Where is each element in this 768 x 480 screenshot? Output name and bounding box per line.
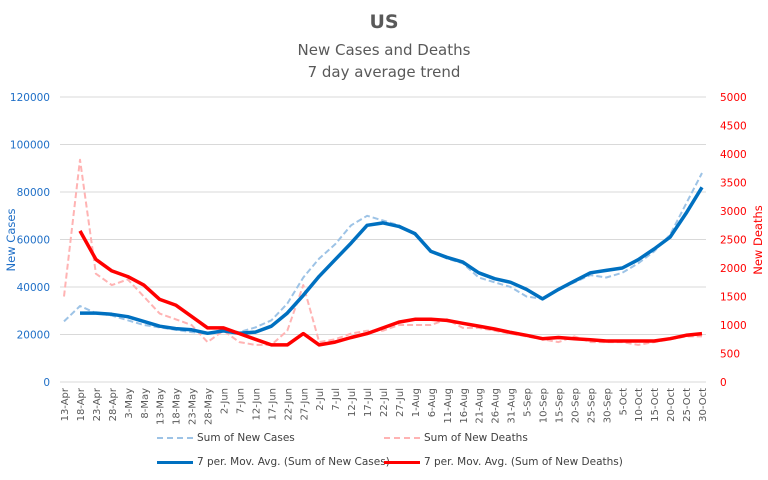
x-tick-label: 30-Sep [602,388,613,423]
x-tick-label: 20-Sep [570,388,581,423]
x-tick-label: 26-Aug [491,388,502,424]
x-tick-label: 23-Apr [92,387,103,421]
x-tick-label: 7-Jul [331,388,342,411]
legend-label-deaths-avg: 7 per. Mov. Avg. (Sum of New Deaths) [424,456,623,468]
x-tick-label: 13-Apr [60,387,71,421]
y2-tick-label: 2500 [720,235,747,247]
x-tick-label: 17-Jul [363,388,374,417]
x-tick-label: 6-Aug [427,388,438,417]
x-tick-label: 20-Oct [666,388,677,422]
y2-tick-label: 5000 [720,92,747,104]
y2-tick-label: 4000 [720,149,747,161]
chart-subtitle-1: New Cases and Deaths [297,41,471,59]
legend-swatch-cases-avg [157,460,193,464]
y2-tick-label: 1500 [720,292,747,304]
y-tick-label: 40000 [17,282,50,294]
y-tick-label: 120000 [10,92,50,104]
series-line-7-per-mov-avg-sum-of-new-cases [80,186,704,336]
x-tick-label: 10-Sep [539,388,550,423]
x-tick-label: 25-Sep [586,388,597,423]
x-tick-label: 13-May [156,388,167,425]
y-tick-label: 0 [43,377,50,389]
y2-tick-label: 4500 [720,121,747,133]
y-axis-right-ticks: 0 500 1000 1500 2000 2500 3000 3500 4000 4500 5000 [720,92,747,389]
y2-tick-label: 0 [720,377,727,389]
x-tick-label: 1-Aug [411,388,422,417]
y2-tick-label: 3000 [720,206,747,218]
x-tick-label: 27-Jul [395,388,406,417]
y-tick-label: 20000 [17,330,50,342]
y2-tick-label: 1000 [720,320,747,332]
x-tick-label: 25-Oct [682,388,693,422]
series-line-sum-of-new-deaths [63,158,702,346]
y-tick-label: 100000 [10,140,50,152]
x-tick-label: 18-May [172,388,183,425]
x-tick-label: 22-Jul [379,388,390,417]
legend-label-deaths: Sum of New Deaths [424,432,528,444]
series-line-7-per-mov-avg-sum-of-new-deaths [78,230,703,347]
x-tick-label: 18-Apr [76,387,87,421]
x-tick-label: 2-Jul [315,388,326,411]
x-axis-ticks: 13-Apr 18-Apr 23-Apr 28-Apr 3-May 8-May 13-May… [60,387,709,425]
y2-tick-label: 2000 [720,263,747,275]
legend-swatch-deaths-avg [384,460,420,464]
chart-subtitle-2: 7 day average trend [307,63,461,81]
legend-item-deaths-avg: 7 per. Mov. Avg. (Sum of New Deaths) [384,456,623,468]
x-tick-label: 23-May [188,388,199,425]
x-tick-label: 12-Jul [347,388,358,417]
series-lines [63,158,704,347]
legend-label-cases: Sum of New Cases [197,432,295,444]
y2-tick-label: 500 [720,349,740,361]
x-tick-label: 21-Aug [475,388,486,424]
x-tick-label: 15-Oct [650,388,661,422]
y-tick-label: 80000 [17,187,50,199]
y-tick-label: 60000 [17,235,50,247]
legend-label-cases-avg: 7 per. Mov. Avg. (Sum of New Cases) [197,456,390,468]
series-line-sum-of-new-cases [63,172,703,335]
y-axis-label: New Cases [4,209,18,272]
legend-item-deaths: Sum of New Deaths [384,432,528,444]
x-tick-label: 28-Apr [108,387,119,421]
legend-swatch-cases [157,437,193,439]
gridlines [60,96,706,383]
x-tick-label: 22-Jun [283,388,294,421]
chart-title: US [369,11,399,33]
x-tick-label: 5-Sep [523,388,534,417]
x-tick-label: 7-Jun [235,388,246,414]
x-tick-label: 3-May [124,388,135,419]
x-tick-label: 27-Jun [299,388,310,421]
x-tick-label: 15-Sep [554,388,565,423]
x-tick-label: 17-Jun [267,388,278,421]
x-tick-label: 12-Jun [251,388,262,421]
legend-item-cases: Sum of New Cases [157,432,295,444]
x-tick-label: 28-May [204,388,215,425]
legend-swatch-deaths [384,437,420,439]
x-tick-label: 30-Oct [698,388,709,422]
y2-axis-label: New Deaths [751,205,765,275]
x-tick-label: 8-May [140,388,151,419]
x-tick-label: 10-Oct [634,388,645,422]
x-tick-label: 2-Jun [220,388,231,414]
x-tick-label: 5-Oct [618,388,629,416]
x-tick-label: 31-Aug [507,388,518,424]
legend-item-cases-avg: 7 per. Mov. Avg. (Sum of New Cases) [157,456,390,468]
y-axis-left-ticks: 0 20000 40000 60000 80000 100000 120000 [10,92,50,389]
x-tick-label: 11-Aug [443,388,454,424]
x-tick-label: 16-Aug [459,388,470,424]
y2-tick-label: 3500 [720,178,747,190]
